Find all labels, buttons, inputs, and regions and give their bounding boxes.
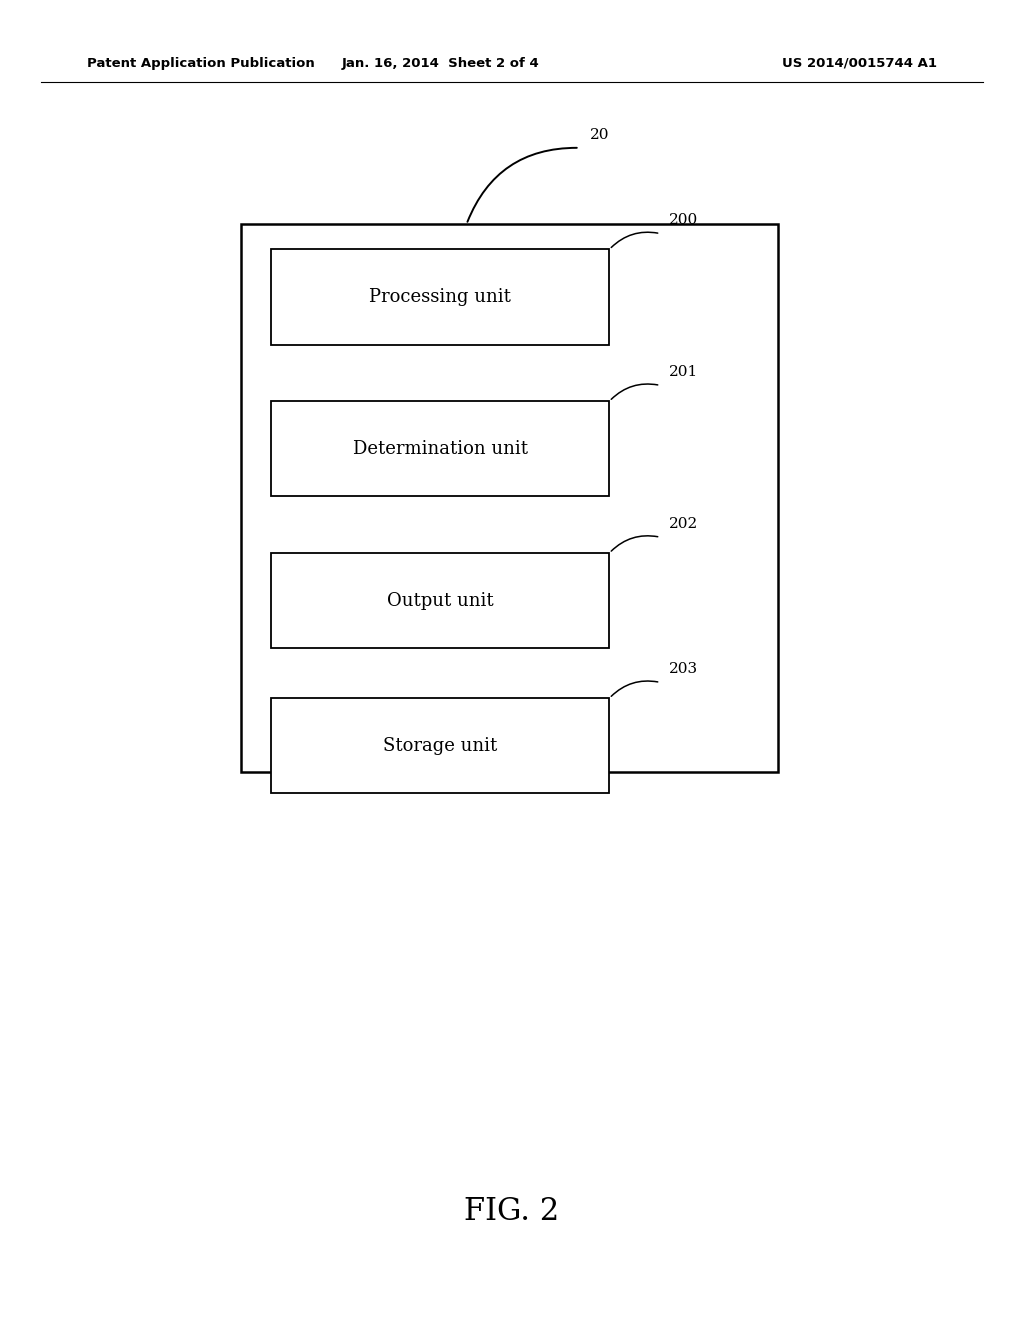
Text: Processing unit: Processing unit bbox=[370, 288, 511, 306]
Text: 20: 20 bbox=[590, 128, 609, 141]
Text: Patent Application Publication: Patent Application Publication bbox=[87, 57, 314, 70]
Text: 200: 200 bbox=[669, 214, 698, 227]
Text: Processor: Processor bbox=[435, 253, 541, 272]
Text: Storage unit: Storage unit bbox=[383, 737, 498, 755]
Text: Determination unit: Determination unit bbox=[353, 440, 527, 458]
Text: Output unit: Output unit bbox=[387, 591, 494, 610]
Text: 202: 202 bbox=[669, 517, 698, 531]
FancyBboxPatch shape bbox=[271, 553, 609, 648]
FancyBboxPatch shape bbox=[241, 224, 778, 772]
FancyBboxPatch shape bbox=[271, 401, 609, 496]
FancyBboxPatch shape bbox=[271, 249, 609, 345]
Text: FIG. 2: FIG. 2 bbox=[464, 1196, 560, 1228]
FancyBboxPatch shape bbox=[271, 698, 609, 793]
Text: 201: 201 bbox=[669, 366, 698, 379]
Text: Jan. 16, 2014  Sheet 2 of 4: Jan. 16, 2014 Sheet 2 of 4 bbox=[341, 57, 540, 70]
Text: US 2014/0015744 A1: US 2014/0015744 A1 bbox=[782, 57, 937, 70]
Text: 203: 203 bbox=[669, 663, 697, 676]
